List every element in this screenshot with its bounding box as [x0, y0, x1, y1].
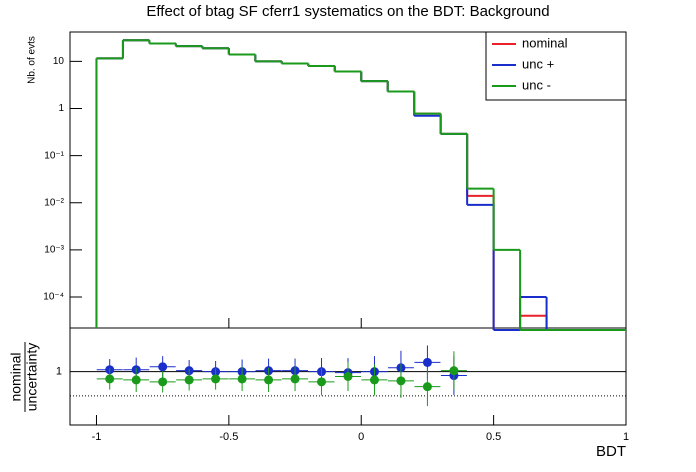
- ratio-point: [105, 374, 115, 384]
- x-tick-label: -1: [92, 431, 102, 443]
- x-axis-label: BDT: [596, 443, 626, 460]
- x-tick-label: 0: [358, 431, 364, 443]
- ratio-label-top: nominal: [8, 352, 24, 401]
- ratio-point: [237, 374, 247, 384]
- ratio-point: [158, 362, 168, 372]
- ratio-frame: [69, 327, 627, 426]
- ratio-point: [264, 375, 274, 385]
- y-tick-label: 10⁻²: [44, 197, 64, 208]
- chart-title: Effect of btag SF cferr1 systematics on …: [146, 3, 549, 20]
- ratio-point: [184, 375, 194, 385]
- ratio-tick-label: 1: [56, 366, 62, 378]
- x-tick-label: -0.5: [219, 431, 238, 443]
- ratio-point: [290, 374, 300, 384]
- legend-label: unc +: [522, 56, 554, 71]
- ratio-point: [131, 375, 141, 385]
- y-tick-label: 1: [58, 103, 64, 114]
- y-axis-label: Nb. of evts: [27, 36, 38, 84]
- ratio-point: [343, 372, 353, 381]
- legend-label: nominal: [522, 35, 568, 50]
- ratio-point: [396, 376, 406, 386]
- y-tick-label: 10⁻³: [44, 245, 64, 256]
- ratio-point: [422, 357, 432, 367]
- ratio-label-bottom: uncertainty: [24, 343, 40, 411]
- x-tick-label: 1: [623, 431, 629, 443]
- x-tick-label: 0.5: [486, 431, 501, 443]
- y-tick-label: 10⁻¹: [44, 150, 64, 161]
- y-tick-label: 10: [53, 56, 65, 67]
- ratio-point: [158, 377, 168, 387]
- ratio-point: [449, 366, 459, 376]
- ratio-point: [422, 382, 432, 392]
- ratio-point: [317, 377, 327, 387]
- y-tick-label: 10⁻⁴: [43, 292, 64, 303]
- legend-label: unc -: [522, 77, 551, 92]
- ratio-point: [369, 375, 379, 385]
- ratio-point: [211, 374, 221, 384]
